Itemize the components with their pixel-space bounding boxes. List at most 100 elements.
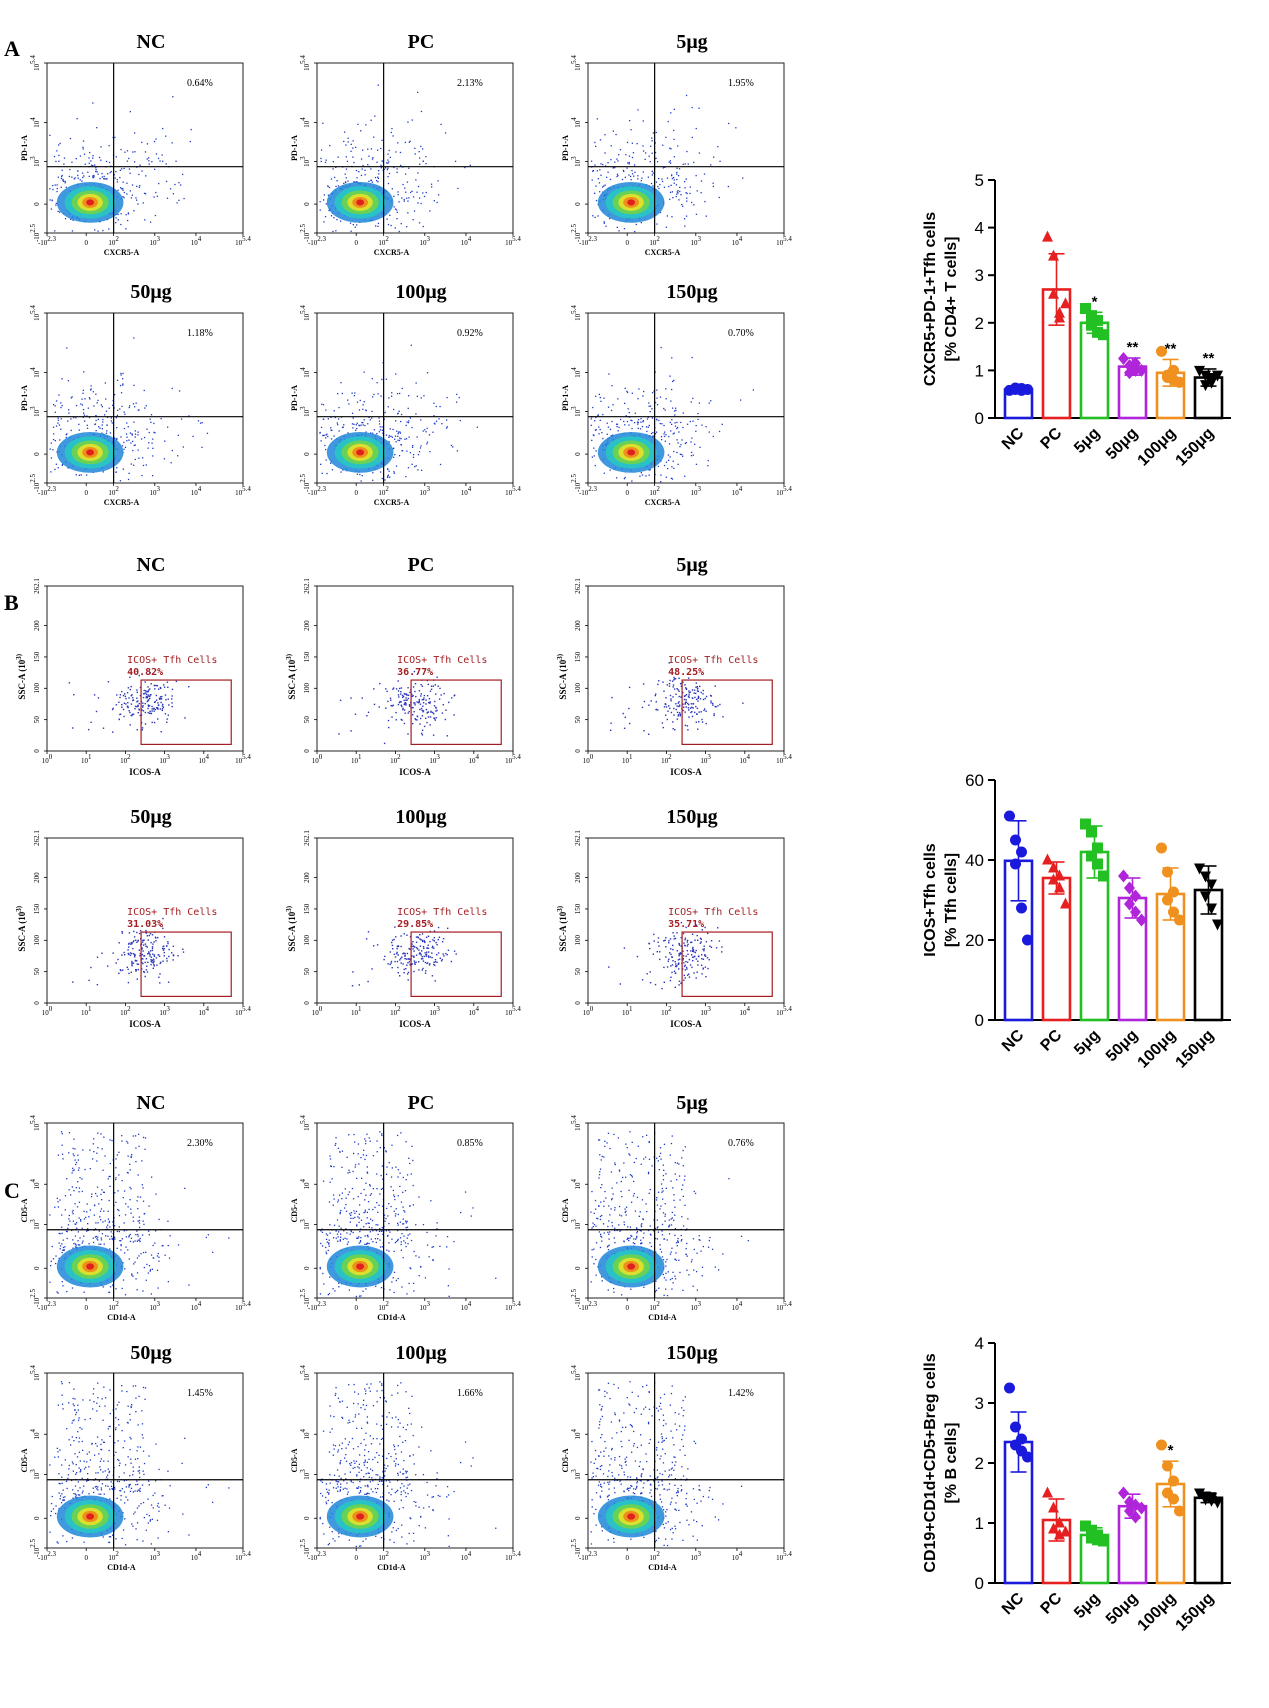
event-dot	[700, 192, 702, 194]
event-dot	[62, 178, 64, 181]
event-dot	[674, 1162, 676, 1164]
flow-plot-title: 5μg	[676, 554, 707, 576]
event-dot	[648, 1141, 650, 1143]
event-dot	[103, 1191, 105, 1193]
event-dot	[425, 163, 427, 165]
event-dot	[642, 145, 644, 147]
event-dot	[426, 695, 429, 697]
y-axis-label: SSC-A (103)	[15, 905, 27, 951]
event-dot	[325, 1253, 328, 1255]
event-dot	[400, 957, 402, 960]
event-dot	[686, 725, 689, 727]
event-dot	[322, 1180, 325, 1182]
event-dot	[81, 180, 83, 182]
event-dot	[327, 1294, 329, 1296]
event-dot	[112, 707, 114, 710]
event-dot	[402, 1223, 404, 1225]
event-dot	[600, 1159, 602, 1161]
event-dot	[319, 1266, 321, 1269]
event-dot	[631, 1174, 633, 1177]
event-dot	[107, 1178, 109, 1180]
event-dot	[134, 458, 136, 461]
event-dot	[677, 426, 679, 429]
event-dot	[97, 230, 99, 232]
event-dot	[671, 478, 674, 480]
event-dot	[75, 1161, 78, 1164]
event-dot	[616, 173, 619, 175]
event-dot	[397, 966, 399, 969]
x-tick-label: 105.4	[505, 235, 521, 247]
event-dot	[406, 934, 408, 936]
event-dot	[108, 1175, 110, 1178]
event-dot	[128, 1235, 130, 1237]
event-dot	[167, 686, 169, 688]
event-dot	[138, 186, 140, 188]
event-dot	[682, 1149, 684, 1152]
event-dot	[61, 1243, 63, 1245]
event-dot	[169, 188, 172, 190]
event-dot	[676, 451, 678, 454]
y-tick-label: 50	[33, 716, 41, 724]
event-dot	[355, 146, 357, 148]
event-dot	[55, 1255, 57, 1257]
event-dot	[378, 423, 381, 425]
event-dot	[341, 1198, 343, 1200]
event-dot	[599, 428, 601, 431]
event-dot	[151, 708, 153, 710]
event-dot	[114, 1238, 116, 1240]
event-dot	[347, 1241, 349, 1243]
event-dot	[695, 127, 697, 130]
x-axis-label: CXCR5-A	[104, 248, 140, 257]
event-dot	[89, 1209, 91, 1211]
event-dot	[68, 1214, 70, 1217]
event-dot	[66, 1178, 68, 1180]
event-dot	[228, 1237, 230, 1239]
event-dot	[636, 1230, 639, 1233]
event-dot	[60, 418, 62, 420]
event-dot	[71, 396, 73, 398]
event-dot	[611, 385, 613, 387]
y-tick-label: 262.1	[574, 830, 582, 846]
event-dot	[409, 963, 411, 965]
x-axis-label: ICOS-A	[129, 1019, 161, 1029]
event-dot	[395, 1213, 397, 1215]
event-dot	[681, 439, 683, 441]
event-dot	[602, 186, 604, 188]
event-dot	[329, 1181, 331, 1183]
y-tick-label: 100	[574, 683, 582, 694]
event-dot	[336, 422, 338, 424]
event-dot	[649, 1188, 651, 1191]
event-dot	[663, 981, 665, 983]
event-dot	[387, 182, 390, 185]
event-dot	[132, 464, 135, 466]
event-dot	[397, 680, 399, 682]
event-dot	[420, 958, 423, 960]
event-dot	[429, 940, 431, 943]
gate-rectangle	[410, 931, 502, 997]
event-dot	[654, 983, 657, 986]
x-tick-label: 100	[583, 753, 594, 765]
event-dot	[129, 1186, 131, 1189]
event-dot	[61, 464, 63, 466]
event-dot	[594, 464, 596, 467]
event-dot	[665, 398, 667, 400]
event-dot	[124, 151, 126, 153]
event-dot	[372, 396, 374, 398]
event-dot	[675, 195, 677, 198]
event-dot	[632, 1195, 635, 1197]
event-dot	[667, 1271, 669, 1273]
event-dot	[343, 424, 345, 426]
event-dot	[696, 698, 698, 701]
event-dot	[628, 686, 631, 689]
event-dot	[154, 701, 156, 703]
event-dot	[662, 681, 664, 683]
event-dot	[102, 229, 104, 232]
event-dot	[659, 958, 661, 961]
event-dot	[108, 407, 110, 409]
event-dot	[419, 157, 421, 159]
event-dot	[114, 437, 116, 439]
event-dot	[412, 1184, 414, 1187]
event-dot	[96, 402, 98, 404]
event-dot	[426, 443, 428, 445]
event-dot	[157, 157, 160, 160]
